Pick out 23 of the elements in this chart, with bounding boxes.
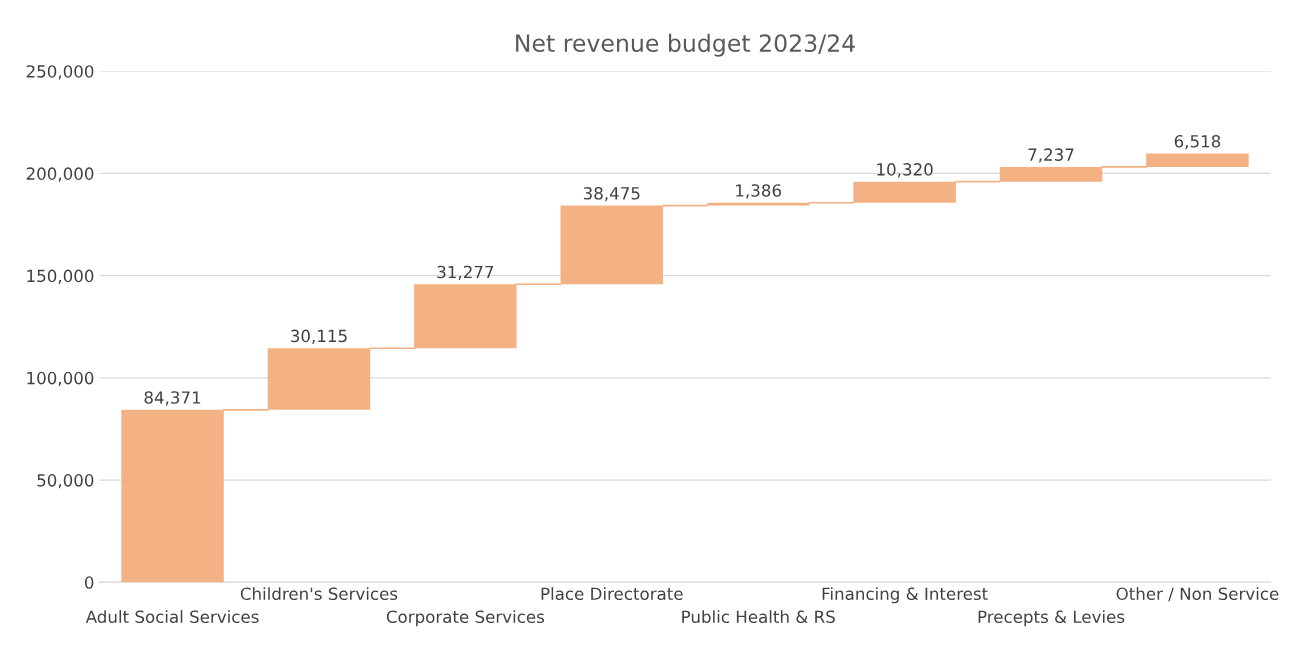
data-label: 31,277 xyxy=(437,265,494,280)
x-tick-label: Other / Non Service xyxy=(1116,587,1279,602)
data-label: 30,115 xyxy=(291,329,347,344)
data-label: 84,371 xyxy=(144,391,201,406)
y-tick-label: 250,000 xyxy=(26,65,94,80)
y-tick-label: 0 xyxy=(84,576,94,589)
x-tick-label: Financing & Interest xyxy=(822,587,988,604)
x-tick-label: Place Directorate xyxy=(541,587,683,601)
x-tick-label: Public Health & RS xyxy=(682,610,835,624)
x-tick-label: Adult Social Services xyxy=(85,610,259,624)
y-tick-label: 100,000 xyxy=(27,371,94,387)
x-tick-label: Children's Services xyxy=(240,587,398,601)
y-tick-label: 150,000 xyxy=(27,269,94,284)
x-tick-label: Precepts & Levies xyxy=(978,610,1125,627)
data-label: 7,237 xyxy=(1028,148,1074,163)
data-label: 1,386 xyxy=(736,184,781,199)
y-tick-label: 50,000 xyxy=(37,474,94,489)
data-label: 6,518 xyxy=(1174,134,1221,150)
y-tick-label: 200,000 xyxy=(26,167,94,182)
x-tick-label: Corporate Services xyxy=(386,610,544,627)
data-label: 10,320 xyxy=(877,163,933,178)
data-label: 38,475 xyxy=(583,187,640,202)
chart-title: Net revenue budget 2023/24 xyxy=(516,33,855,57)
